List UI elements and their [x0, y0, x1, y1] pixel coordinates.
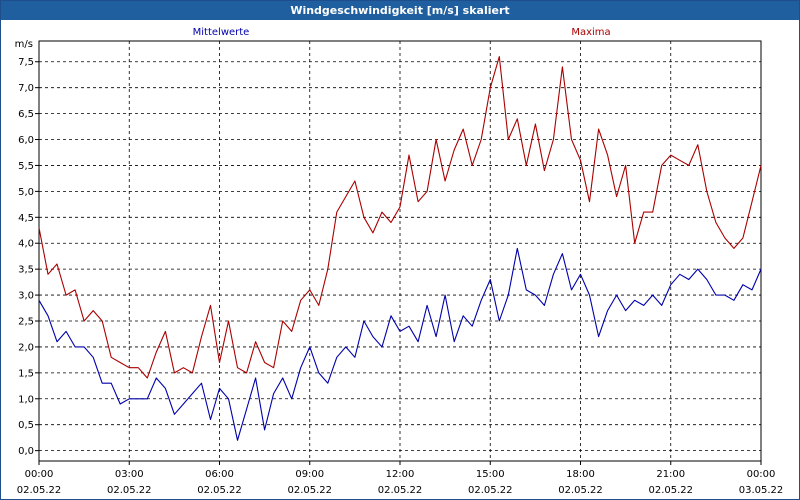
y-tick-label: 2,5 — [18, 317, 34, 328]
x-tick-date: 02.05.22 — [17, 485, 62, 496]
x-tick-date: 02.05.22 — [468, 485, 513, 496]
legend-mittelwerte: Mittelwerte — [193, 27, 250, 38]
series-line-maxima — [38, 56, 762, 379]
x-tick-date: 02.05.22 — [648, 485, 693, 496]
y-tick-label: 3,5 — [18, 265, 34, 276]
x-tick-time: 15:00 — [476, 469, 505, 480]
x-tick-date: 02.05.22 — [107, 485, 152, 496]
y-tick-label: 5,0 — [18, 187, 34, 198]
x-tick-time: 00:00 — [747, 469, 776, 480]
x-tick-date: 02.05.22 — [378, 485, 423, 496]
y-tick-label: 6,5 — [18, 109, 34, 120]
y-tick-label: 1,5 — [18, 368, 34, 379]
x-tick-time: 00:00 — [25, 469, 54, 480]
y-tick-label: 3,0 — [18, 291, 34, 302]
y-tick-label: 4,0 — [18, 239, 34, 250]
x-tick-time: 18:00 — [566, 469, 595, 480]
x-tick-time: 12:00 — [386, 469, 415, 480]
y-tick-label: 7,0 — [18, 83, 34, 94]
y-tick-label: 5,5 — [18, 161, 34, 172]
y-tick-label: 4,5 — [18, 213, 34, 224]
y-tick-label: 0,5 — [18, 420, 34, 431]
legend-maxima: Maxima — [571, 27, 610, 38]
y-tick-label: 0,0 — [18, 446, 34, 457]
x-tick-date: 02.05.22 — [287, 485, 332, 496]
y-tick-label: 2,0 — [18, 342, 34, 353]
x-tick-date: 02.05.22 — [558, 485, 603, 496]
x-tick-date: 03.05.22 — [739, 485, 784, 496]
x-tick-time: 09:00 — [295, 469, 324, 480]
series-line-mittelwerte — [38, 247, 762, 441]
x-tick-date: 02.05.22 — [197, 485, 242, 496]
y-tick-label: 6,0 — [18, 135, 34, 146]
window-title: Windgeschwindigkeit [m/s] skaliert — [1, 1, 799, 20]
x-tick-time: 21:00 — [656, 469, 685, 480]
x-tick-time: 03:00 — [115, 469, 144, 480]
y-axis-unit: m/s — [15, 39, 33, 50]
x-tick-time: 06:00 — [205, 469, 234, 480]
y-tick-label: 7,5 — [18, 57, 34, 68]
y-tick-label: 1,0 — [18, 394, 34, 405]
